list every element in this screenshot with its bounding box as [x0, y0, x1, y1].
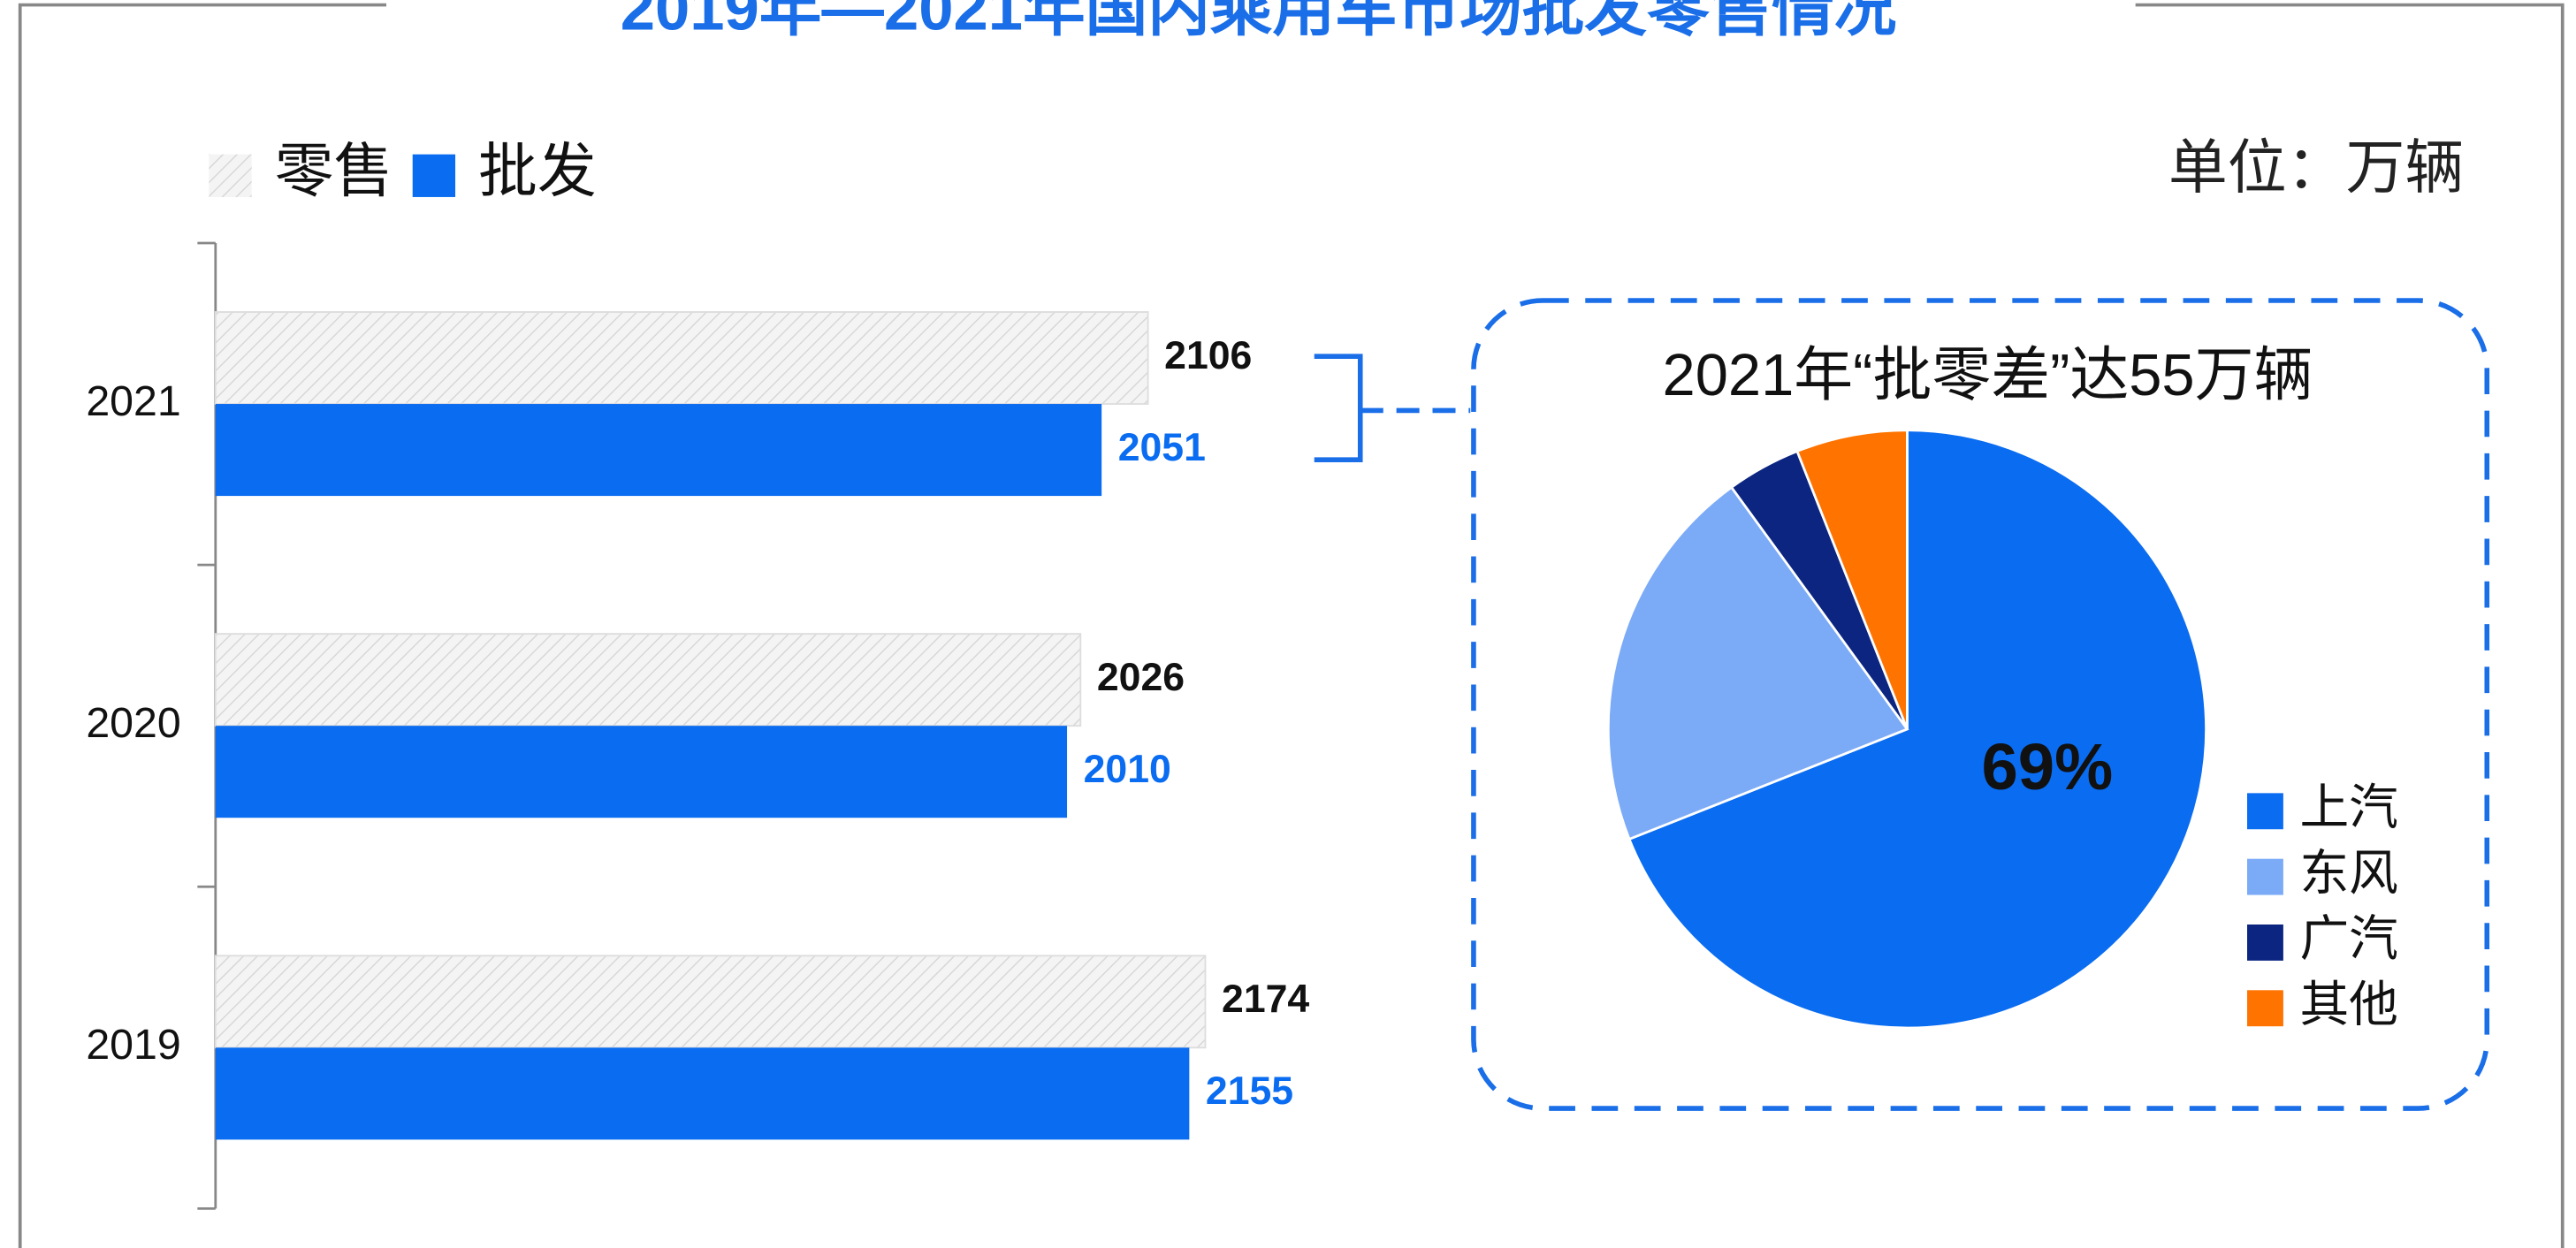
- y-tick-label: 2020: [86, 699, 180, 747]
- value-label: 2106: [1164, 334, 1252, 377]
- legend-label: 批发: [478, 138, 597, 204]
- legend-swatch: [2247, 924, 2283, 961]
- legend-label: 上汽: [2299, 780, 2397, 835]
- pie-title: 2021年“批零差”达55万辆: [1663, 342, 2313, 408]
- chart-title: 2019年—2021年国内乘用车市场批发零售情况: [621, 0, 1897, 43]
- value-label: 2174: [1222, 978, 1309, 1021]
- pie-slice: [1795, 429, 1909, 730]
- pie-slice: [1606, 485, 1909, 841]
- bar: [214, 955, 1207, 1049]
- legend-swatch: [412, 154, 456, 197]
- value-label: 2051: [1118, 426, 1206, 469]
- bar: [215, 726, 1068, 818]
- bar: [215, 1047, 1190, 1140]
- bar: [214, 311, 1149, 405]
- category-axis: [197, 241, 217, 1210]
- bar: [215, 404, 1102, 497]
- legend-label: 零售: [275, 138, 393, 204]
- legend-label: 东风: [2299, 846, 2397, 901]
- legend-swatch: [209, 154, 252, 197]
- legend-swatch: [2247, 990, 2283, 1027]
- frame: [18, 3, 2565, 1248]
- value-label: 2026: [1097, 656, 1185, 699]
- value-label: 69%: [1981, 730, 2113, 803]
- legend-label: 其他: [2299, 977, 2397, 1031]
- bar: [214, 633, 1082, 727]
- legend-swatch: [2247, 793, 2283, 830]
- value-label: 2010: [1084, 748, 1171, 791]
- legend-swatch: [2247, 858, 2283, 895]
- unit-label: 单位：万辆: [2168, 135, 2464, 201]
- y-tick-label: 2019: [86, 1021, 180, 1069]
- connector: [1314, 298, 2490, 1111]
- value-label: 2155: [1206, 1069, 1293, 1113]
- y-tick-label: 2021: [86, 377, 180, 425]
- legend-label: 广汽: [2299, 911, 2397, 966]
- pie-slice: [1627, 429, 2207, 1030]
